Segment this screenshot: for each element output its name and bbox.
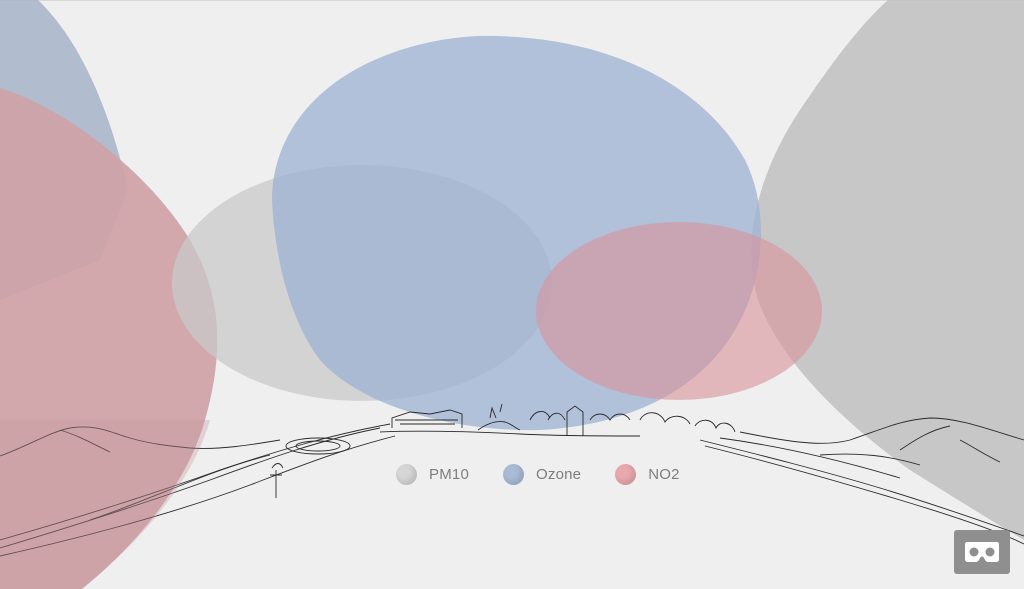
no2-sphere-left <box>0 88 218 589</box>
legend: PM10 Ozone NO2 <box>396 463 714 485</box>
legend-label-no2: NO2 <box>648 465 680 483</box>
no2-sphere-left-shade <box>0 420 210 589</box>
legend-item-ozone[interactable]: Ozone <box>503 463 582 485</box>
ozone-swatch-icon <box>503 463 524 485</box>
pm10-swatch-icon <box>396 463 417 485</box>
legend-label-ozone: Ozone <box>536 465 582 483</box>
legend-item-pm10[interactable]: PM10 <box>396 463 469 485</box>
top-border <box>0 0 1024 1</box>
vr-mode-button[interactable] <box>954 530 1010 574</box>
no2-swatch-icon <box>615 463 637 485</box>
legend-label-pm10: PM10 <box>429 465 469 483</box>
landscape-line-art <box>0 403 1024 557</box>
legend-item-no2[interactable]: NO2 <box>615 463 680 485</box>
pm10-sphere-right <box>751 0 1024 540</box>
vr-headset-icon <box>965 542 999 562</box>
no2-sphere-center <box>536 222 822 400</box>
